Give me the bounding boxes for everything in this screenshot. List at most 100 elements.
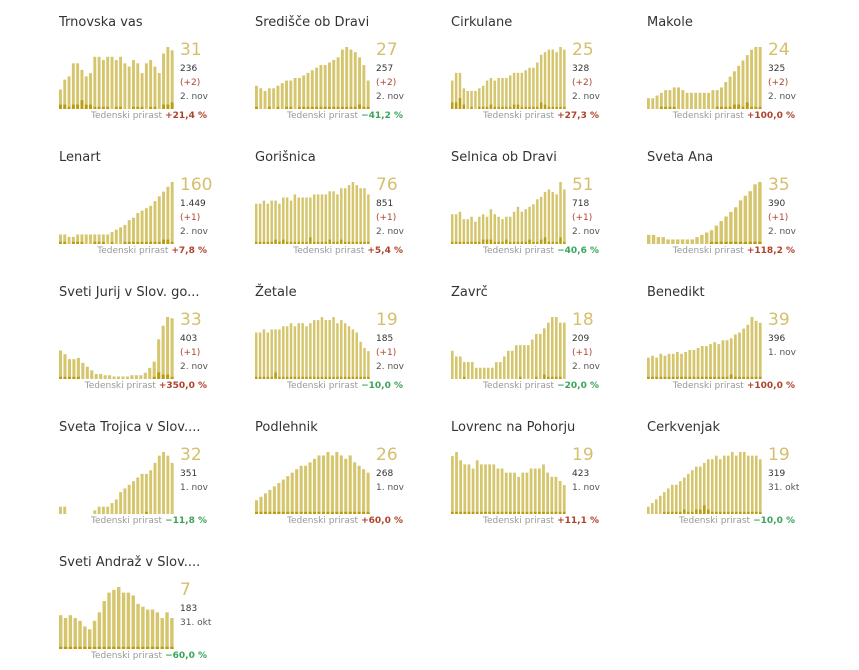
weekly-growth-label: Tedenski prirast bbox=[672, 381, 744, 391]
weekly-growth-value: −11,8 % bbox=[165, 516, 207, 526]
new-cases-bar bbox=[504, 511, 508, 514]
total-bar bbox=[536, 62, 539, 109]
total-bar bbox=[527, 345, 530, 379]
new-cases-bar bbox=[357, 511, 361, 514]
new-cases-bar bbox=[71, 241, 75, 244]
total-bar bbox=[84, 76, 88, 109]
total-bar bbox=[110, 232, 114, 244]
new-cases-bar bbox=[316, 241, 320, 244]
total-bar bbox=[454, 214, 458, 244]
total-bar bbox=[101, 506, 105, 514]
new-cases-bar bbox=[559, 106, 562, 109]
new-cases-bar bbox=[272, 511, 276, 514]
bar-chart bbox=[647, 317, 762, 379]
new-cases-bar bbox=[310, 106, 314, 109]
new-cases-bar bbox=[63, 104, 67, 109]
total-bar bbox=[684, 351, 688, 379]
new-cases-bar bbox=[484, 511, 487, 514]
new-cases-bar bbox=[714, 241, 719, 244]
new-cases-bar bbox=[738, 241, 743, 244]
total-bar bbox=[130, 375, 134, 379]
new-cases-bar bbox=[140, 241, 144, 244]
new-cases-bar bbox=[165, 646, 169, 649]
active-count: 403 bbox=[180, 334, 198, 344]
total-bar bbox=[703, 462, 706, 514]
date-label: 2. nov bbox=[376, 227, 404, 237]
new-cases-bar bbox=[543, 237, 547, 244]
new-cases-bar bbox=[505, 106, 508, 109]
total-bar bbox=[501, 219, 504, 244]
total-cases: 51 bbox=[572, 175, 594, 195]
new-cases-bar bbox=[555, 241, 558, 244]
total-bar bbox=[340, 49, 344, 109]
total-bar bbox=[140, 73, 144, 109]
new-cases-bar bbox=[282, 376, 285, 379]
total-bar bbox=[293, 194, 297, 244]
total-bar bbox=[270, 200, 273, 244]
total-bar bbox=[170, 618, 174, 649]
new-cases-bar bbox=[547, 106, 551, 109]
new-cases-bar bbox=[160, 646, 164, 649]
municipality-name: Središče ob Dravi bbox=[255, 15, 370, 30]
total-bar bbox=[512, 211, 516, 244]
total-bar bbox=[458, 72, 462, 109]
total-bar bbox=[474, 90, 477, 109]
new-cases-bar bbox=[551, 106, 554, 109]
new-cases-bar bbox=[355, 376, 358, 379]
total-bar bbox=[313, 194, 316, 244]
total-bar bbox=[63, 618, 68, 649]
total-bar bbox=[714, 225, 719, 244]
municipality-name: Cerkvenjak bbox=[647, 420, 720, 435]
total-bar bbox=[525, 472, 529, 514]
new-cases-bar bbox=[655, 376, 659, 379]
new-cases-bar bbox=[340, 106, 344, 109]
total-bar bbox=[559, 182, 562, 244]
weekly-growth-label: Tedenski prirast bbox=[672, 111, 744, 121]
weekly-growth: Tedenski prirast −11,8 % bbox=[91, 516, 207, 526]
total-bar bbox=[511, 350, 514, 379]
total-bar bbox=[728, 76, 732, 109]
new-cases-bar bbox=[332, 241, 335, 244]
total-bar bbox=[134, 375, 138, 379]
new-cases-bar bbox=[316, 376, 320, 379]
new-cases-bar bbox=[497, 106, 500, 109]
total-bar bbox=[451, 350, 454, 379]
total-bar bbox=[119, 492, 123, 514]
total-bar bbox=[76, 357, 80, 379]
total-bar bbox=[353, 52, 357, 109]
weekly-growth-value: −20,0 % bbox=[557, 381, 599, 391]
total-bar bbox=[707, 92, 711, 109]
total-bar bbox=[125, 376, 129, 379]
total-bar bbox=[509, 216, 512, 244]
new-cases-bar bbox=[500, 511, 504, 514]
new-cases-bar bbox=[136, 241, 140, 244]
total-bar bbox=[555, 317, 558, 379]
total-bar bbox=[659, 495, 662, 514]
total-bar bbox=[157, 73, 161, 109]
total-bar bbox=[725, 340, 729, 379]
active-count: 1.449 bbox=[180, 199, 206, 209]
total-bar bbox=[357, 465, 361, 514]
total-bar bbox=[493, 214, 496, 244]
total-bar bbox=[559, 322, 562, 379]
total-bar bbox=[297, 197, 300, 244]
total-bar bbox=[459, 356, 462, 379]
total-bar bbox=[310, 70, 314, 109]
total-bar bbox=[93, 510, 97, 514]
active-count: 851 bbox=[376, 199, 394, 209]
total-bar bbox=[59, 89, 62, 109]
total-bar bbox=[705, 232, 709, 244]
new-cases-bar bbox=[80, 241, 84, 244]
total-bar bbox=[161, 325, 165, 379]
weekly-growth-value: +7,8 % bbox=[171, 246, 207, 256]
new-cases-bar bbox=[516, 241, 520, 244]
new-cases-bar bbox=[149, 241, 153, 244]
total-bar bbox=[484, 464, 487, 514]
new-cases-bar bbox=[293, 241, 297, 244]
new-cases-bar bbox=[83, 646, 87, 649]
new-cases-bar bbox=[539, 102, 543, 109]
new-cases-bar bbox=[691, 511, 694, 514]
total-bar bbox=[320, 194, 324, 244]
total-bar bbox=[150, 609, 155, 649]
new-cases-bar bbox=[166, 239, 170, 244]
